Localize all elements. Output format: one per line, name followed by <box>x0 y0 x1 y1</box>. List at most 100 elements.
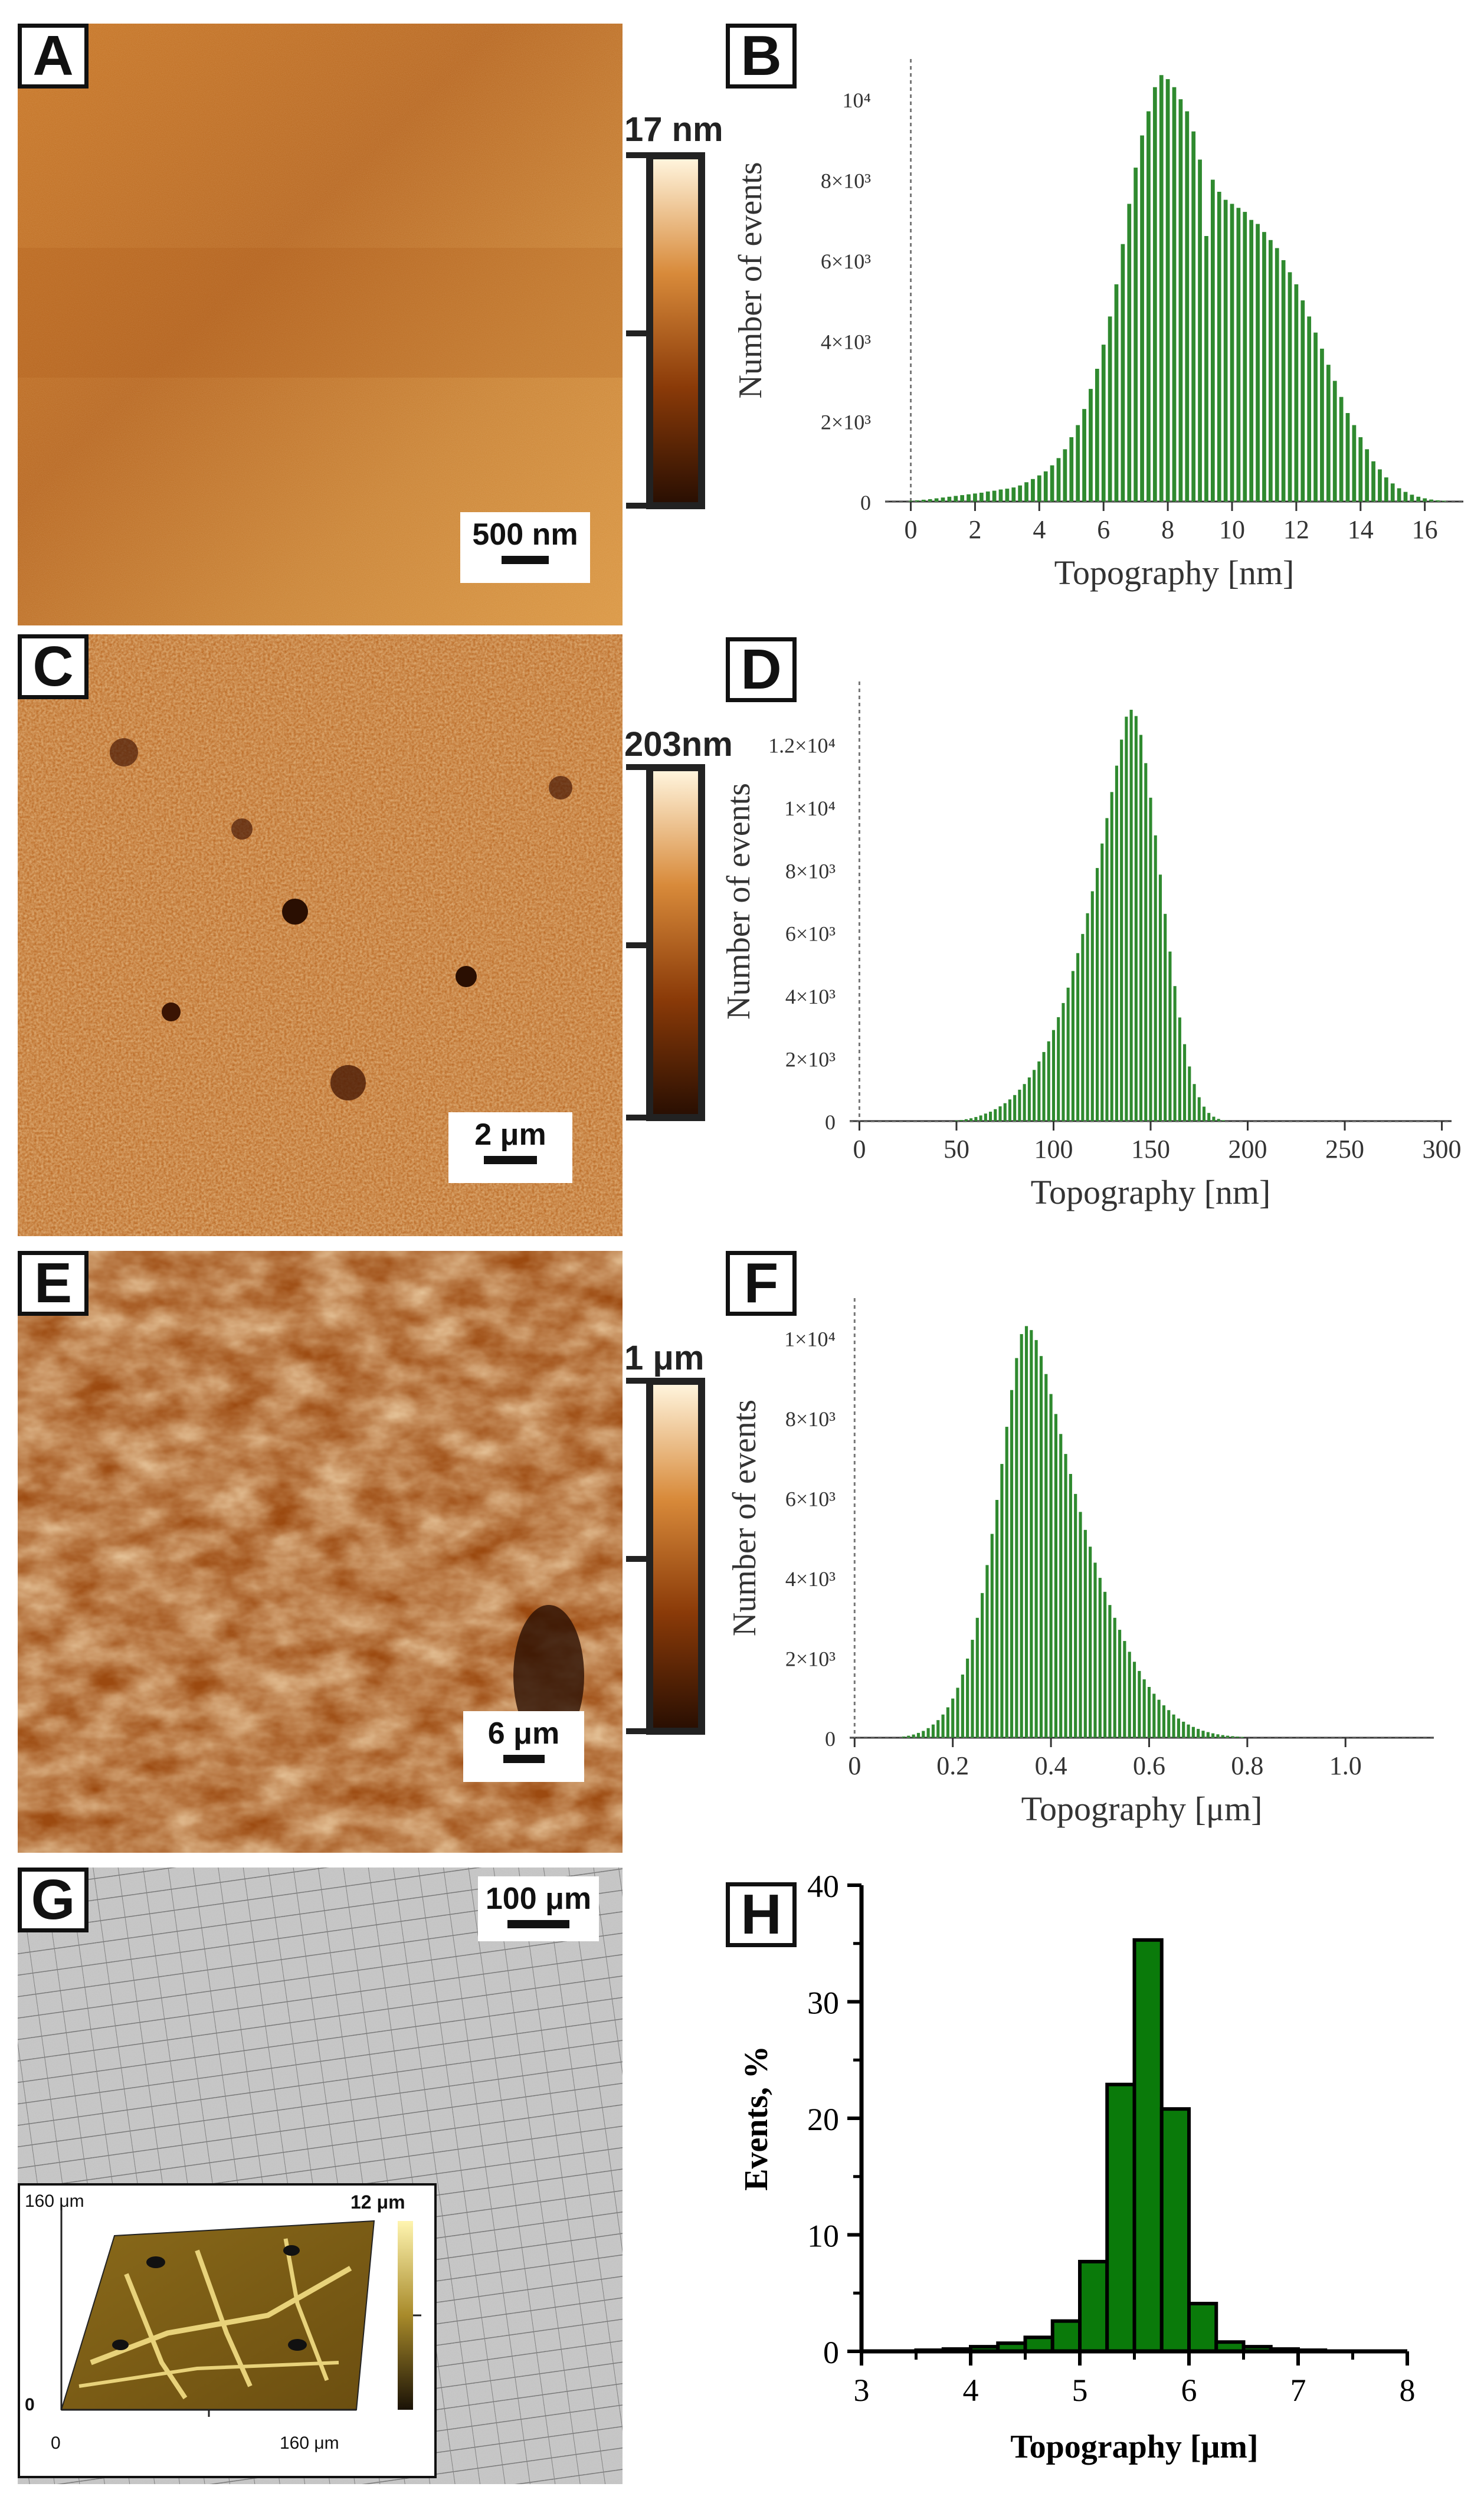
bar <box>1043 471 1048 502</box>
bar <box>985 1565 989 1738</box>
bar <box>1034 1340 1038 1738</box>
inset-y-max: 160 μm <box>25 2191 84 2211</box>
bar <box>1185 111 1190 502</box>
x-tick-label: 4 <box>1033 515 1046 544</box>
bar <box>1152 87 1157 502</box>
bar <box>1018 485 1023 502</box>
bar <box>1138 1670 1141 1738</box>
bar <box>928 499 932 502</box>
bar <box>1074 1493 1077 1738</box>
bar <box>1178 1017 1181 1121</box>
y-tick-label: 0 <box>860 491 871 515</box>
bar <box>1157 1699 1161 1738</box>
x-tick-label: 0.4 <box>1035 1751 1067 1780</box>
bar <box>995 1500 999 1738</box>
bar <box>1101 345 1106 502</box>
bar <box>1204 236 1208 502</box>
bar <box>1378 469 1382 502</box>
bar <box>1249 219 1254 502</box>
bar <box>973 493 977 502</box>
x-tick-label: 150 <box>1131 1135 1170 1164</box>
inset-z-max: 12 μm <box>350 2191 405 2213</box>
bar <box>915 500 919 502</box>
bar <box>1191 131 1196 502</box>
bar <box>1078 2259 1109 2353</box>
inset-x-min: 0 <box>51 2433 61 2453</box>
y-tick-label: 2×10³ <box>785 1048 836 1072</box>
bar <box>971 1640 974 1738</box>
y-tick-label: 0 <box>825 1727 836 1751</box>
bar <box>964 1119 968 1121</box>
afm-image-c <box>18 634 623 1236</box>
y-tick-label: 2×10³ <box>821 411 871 434</box>
bar <box>967 494 971 502</box>
bar <box>1429 499 1433 502</box>
bar <box>1230 204 1234 502</box>
bar <box>1108 1605 1112 1738</box>
bar <box>1147 1686 1151 1738</box>
bar <box>1146 111 1151 502</box>
y-tick-label: 0 <box>823 2335 839 2370</box>
bar <box>1139 735 1143 1121</box>
bar <box>1115 765 1118 1121</box>
x-tick-label: 200 <box>1229 1135 1267 1164</box>
bar <box>1120 739 1123 1121</box>
x-tick-label: 0 <box>853 1135 866 1164</box>
bar <box>1024 1326 1028 1738</box>
x-tick-label: 6 <box>1181 2373 1197 2408</box>
colorbar-max-c: 203nm <box>624 725 733 764</box>
bar <box>941 497 945 502</box>
bar <box>1217 1119 1220 1121</box>
bar <box>922 1731 925 1738</box>
bar <box>1005 489 1010 502</box>
bar <box>946 1707 949 1738</box>
bar <box>1010 1390 1014 1738</box>
bar <box>1202 1106 1206 1121</box>
colorbar-a <box>626 152 705 509</box>
bar <box>966 1658 969 1738</box>
colorbar-max-e: 1 μm <box>624 1339 705 1377</box>
x-tick-label: 7 <box>1290 2373 1306 2408</box>
bar <box>960 495 965 502</box>
bar <box>1162 1705 1166 1738</box>
bar <box>1129 709 1133 1121</box>
afm-image-a <box>18 24 623 625</box>
bar <box>1236 1737 1239 1738</box>
bar <box>1059 1434 1063 1738</box>
bar <box>1039 1356 1043 1738</box>
x-tick-label: 10 <box>1219 515 1245 544</box>
y-tick-label: 10 <box>807 2219 839 2254</box>
bar <box>1187 1724 1190 1738</box>
inset-3d: 160 μm 0 0 160 μm 12 μm <box>18 2183 437 2478</box>
bar <box>1069 1474 1072 1738</box>
x-tick-label: 4 <box>963 2373 979 2408</box>
bar <box>1003 1103 1007 1121</box>
bar <box>1159 2107 1191 2353</box>
bar <box>1024 482 1028 502</box>
x-tick-label: 300 <box>1423 1135 1462 1164</box>
x-tick-label: 14 <box>1348 515 1374 544</box>
x-axis-label: Topography [μm] <box>1021 1790 1263 1828</box>
x-tick-label: 0.8 <box>1231 1751 1263 1780</box>
bar <box>1198 159 1202 502</box>
bar <box>981 1593 984 1738</box>
bar <box>936 1720 940 1738</box>
bar <box>985 491 990 502</box>
bar <box>1326 365 1331 502</box>
x-tick-label: 50 <box>944 1135 969 1164</box>
histogram-d: 0 50 100 150 200 250 300 0 2×10³ 4×10³ 6×10³ 8×10³ 1… <box>720 682 1462 1211</box>
bar <box>1093 1562 1097 1738</box>
bar <box>1037 475 1041 502</box>
y-tick-label: 4×10³ <box>785 1567 836 1591</box>
bar <box>1005 1427 1008 1738</box>
histogram-h: 3 4 5 6 7 8 0 10 20 30 40 Topography [μm] Events, % <box>738 1869 1416 2465</box>
bar <box>1313 332 1318 502</box>
bar <box>1221 1735 1224 1738</box>
bar <box>1168 951 1172 1121</box>
bar <box>1114 284 1119 502</box>
x-tick-label: 6 <box>1097 515 1110 544</box>
bar <box>1231 1736 1234 1738</box>
bar <box>1345 413 1350 502</box>
panel-letter-h: H <box>726 1882 797 1947</box>
x-tick-label: 0.2 <box>936 1751 969 1780</box>
